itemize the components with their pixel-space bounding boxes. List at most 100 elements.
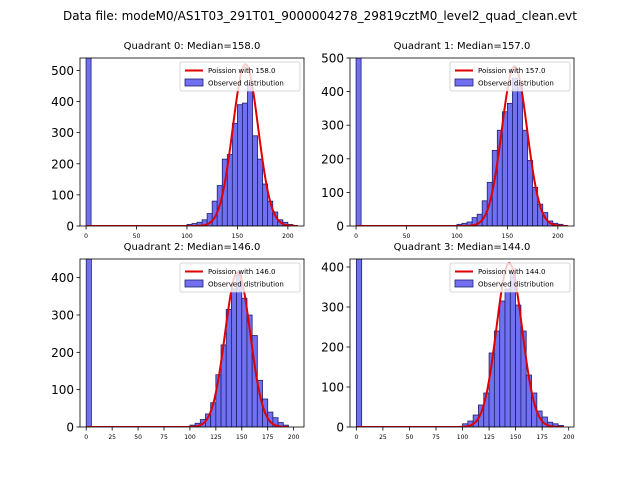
- quadrant-1-bar: [507, 102, 513, 226]
- quadrant-0-bar: [85, 58, 92, 226]
- quadrant-1-xtick-label: 200: [552, 233, 564, 240]
- quadrant-0-bar: [252, 135, 258, 226]
- quadrant-3-title: Quadrant 3: Median=144.0: [394, 242, 531, 253]
- quadrant-2-xtick-label: 175: [262, 434, 274, 441]
- quadrant-1-legend-bar-swatch: [454, 78, 474, 87]
- quadrant-1-ytick-label: 400: [321, 85, 344, 99]
- quadrant-0-legend-bar-label: Observed distribution: [208, 80, 284, 88]
- quadrant-0-ytick-label: 500: [51, 64, 74, 78]
- quadrant-3-legend-bar-label: Observed distribution: [478, 281, 554, 289]
- quadrant-0-title: Quadrant 0: Median=158.0: [124, 41, 261, 52]
- quadrant-3-xtick-label: 100: [457, 434, 469, 441]
- quadrant-2-bar: [225, 308, 232, 427]
- quadrant-2-xtick-label: 100: [184, 434, 196, 441]
- quadrant-0-chart: Quadrant 0: Median=158.0 0 50 100 150 200 0 100…: [51, 41, 305, 240]
- quadrant-1-title: Quadrant 1: Median=157.0: [394, 41, 531, 52]
- quadrant-2-legend: Poission with 146.0 Observed distribution: [179, 262, 301, 293]
- quadrant-0-bar: [257, 158, 264, 226]
- quadrant-3-bar: [515, 304, 522, 427]
- quadrant-0-ytick-label: 300: [51, 126, 74, 140]
- quadrant-3-bar: [499, 300, 506, 427]
- quadrant-1-bar: [517, 84, 523, 226]
- quadrant-1-bars: [355, 58, 564, 226]
- quadrant-1-legend: Poission with 157.0 Observed distribution: [449, 61, 571, 92]
- quadrant-1-bar: [355, 58, 362, 226]
- quadrant-1-bar: [501, 111, 508, 226]
- quadrant-0-axes-frame: [79, 57, 305, 227]
- quadrant-2-bar: [241, 297, 248, 427]
- quadrant-3-ytick-label: 300: [321, 301, 344, 315]
- quadrant-2-ytick-label: 400: [51, 271, 74, 285]
- quadrant-0-xtick-label: 200: [282, 233, 294, 240]
- quadrant-1-xtick-label: 100: [451, 233, 463, 240]
- quadrant-1-legend-line-label: Poission with 157.0: [478, 67, 546, 75]
- quadrant-2-xtick-label: 50: [134, 434, 142, 441]
- quadrant-0-ytick-label: 400: [51, 95, 74, 109]
- quadrant-1-xtick-label: 0: [354, 233, 358, 240]
- quadrant-panels: Quadrant 0: Median=158.0 0 50 100 150 200 0 100…: [51, 41, 575, 441]
- quadrant-3-xtick-label: 75: [432, 434, 440, 441]
- quadrant-3-ytick-label: 200: [321, 341, 344, 355]
- quadrant-0-xtick-label: 100: [181, 233, 193, 240]
- quadrant-3-xtick-label: 25: [379, 434, 387, 441]
- quadrant-1-bar: [512, 77, 518, 226]
- quadrant-3-bar: [504, 288, 511, 427]
- quadrant-0-bar: [242, 102, 248, 226]
- quadrant-3-xtick-label: 50: [406, 434, 414, 441]
- quadrant-2-legend-bar-swatch: [184, 279, 204, 288]
- quadrant-0-bar: [231, 122, 238, 226]
- quadrant-0-xtick-label: 50: [133, 233, 141, 240]
- quadrant-3-xtick-label: 200: [563, 434, 575, 441]
- quadrant-0-legend-line-label: Poission with 158.0: [208, 67, 276, 75]
- quadrant-2-legend-bar-label: Observed distribution: [208, 281, 284, 289]
- quadrant-2-ytick-label: 200: [51, 346, 74, 360]
- quadrant-0-bar: [247, 84, 253, 226]
- quadrant-1-legend-bar-label: Observed distribution: [478, 80, 554, 88]
- quadrant-1-ytick-label: 500: [321, 52, 344, 66]
- quadrant-1-legend-box: [449, 61, 571, 92]
- quadrant-3-chart: Quadrant 3: Median=144.0 0 25 50 75 100 125 150…: [321, 242, 575, 441]
- quadrant-2-title: Quadrant 2: Median=146.0: [124, 242, 261, 253]
- quadrant-1-ytick-label: 300: [321, 119, 344, 133]
- quadrant-2-bar: [231, 288, 238, 427]
- quadrant-1-chart: Quadrant 1: Median=157.0 0 50 100 150 200 0 100…: [321, 41, 575, 240]
- quadrant-2-legend-box: [179, 262, 301, 293]
- quadrant-0-legend: Poission with 158.0 Observed distribution: [179, 61, 301, 92]
- quadrant-3-ytick-label: 400: [321, 261, 344, 275]
- quadrant-3-legend-line-label: Poission with 144.0: [478, 268, 546, 276]
- quadrant-2-bar: [85, 259, 92, 427]
- quadrant-0-xtick-label: 150: [232, 233, 244, 240]
- quadrant-0-bar: [237, 104, 243, 226]
- quadrant-2-ytick-label: 100: [51, 383, 74, 397]
- quadrant-0-xtick-label: 0: [84, 233, 88, 240]
- quadrant-2-bar: [236, 273, 243, 427]
- quadrant-2-chart: Quadrant 2: Median=146.0 0 25 50 75 100 125 150…: [51, 242, 305, 441]
- quadrant-3-ytick-label: 0: [336, 421, 344, 435]
- quadrant-1-xtick-label: 50: [403, 233, 411, 240]
- quadrant-2-ytick-label: 0: [66, 421, 74, 435]
- quadrant-3-legend-box: [449, 262, 571, 293]
- quadrant-0-ytick-label: 0: [66, 220, 74, 234]
- quadrant-2-legend-line-label: Poission with 146.0: [208, 268, 276, 276]
- quadrant-3-xtick-label: 0: [354, 434, 358, 441]
- quadrant-3-bar: [355, 259, 363, 427]
- quadrant-2-xtick-label: 125: [210, 434, 222, 441]
- quadrant-3-xtick-label: 150: [510, 434, 522, 441]
- quadrant-1-ytick-label: 0: [336, 220, 344, 234]
- quadrant-3-bar: [509, 272, 517, 427]
- quadrant-2-xtick-label: 25: [108, 434, 116, 441]
- quadrant-2-axes-frame: [79, 258, 305, 428]
- quadrant-0-ytick-label: 200: [51, 157, 74, 171]
- quadrant-2-xtick-label: 150: [236, 434, 248, 441]
- quadrant-3-xtick-label: 125: [483, 434, 495, 441]
- quadrant-3-axes-frame: [349, 258, 575, 428]
- quadrant-3-xtick-label: 175: [536, 434, 548, 441]
- quadrant-0-legend-box: [179, 61, 301, 92]
- quadrant-1-ytick-label: 100: [321, 186, 344, 200]
- quadrant-3-legend: Poission with 144.0 Observed distribution: [449, 262, 571, 293]
- quadrant-1-axes-frame: [349, 57, 575, 227]
- quadrant-1-ytick-label: 200: [321, 152, 344, 166]
- quadrant-0-legend-bar-swatch: [184, 78, 204, 87]
- quadrant-2-xtick-label: 0: [84, 434, 88, 441]
